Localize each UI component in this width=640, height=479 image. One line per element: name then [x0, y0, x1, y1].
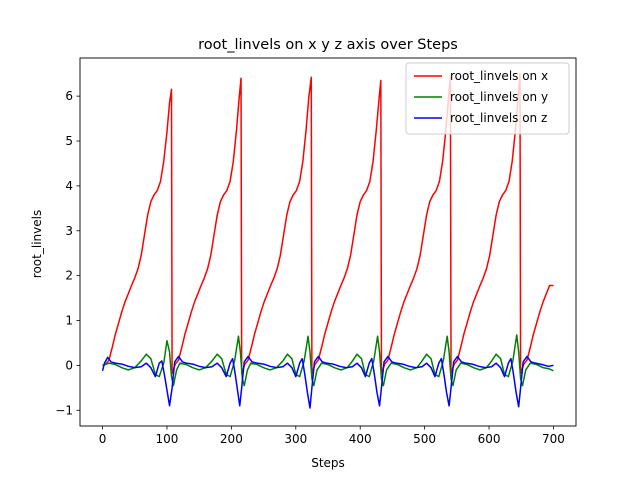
- legend: root_linvels on x root_linvels on y root_l…: [405, 62, 570, 135]
- y-tick-label: 1: [65, 314, 73, 328]
- legend-label-3: root_linvels on z: [450, 111, 547, 125]
- plot-area: [101, 72, 554, 409]
- y-tick-label: −1: [55, 403, 73, 417]
- x-tick-label: 200: [220, 432, 243, 446]
- legend-label-2: root_linvels on y: [450, 90, 548, 104]
- x-tick-label: 300: [284, 432, 307, 446]
- y-axis: −1 0 1 2 3 4 5 6: [55, 89, 80, 417]
- x-axis: 0 100 200 300 400 500 600 700: [99, 426, 565, 446]
- chart-title: root_linvels on x y z axis over Steps: [198, 37, 458, 53]
- x-tick-label: 100: [156, 432, 179, 446]
- series-line-3: [101, 355, 554, 409]
- y-tick-label: 4: [65, 179, 73, 193]
- x-tick-label: 600: [478, 432, 501, 446]
- legend-label-1: root_linvels on x: [450, 69, 548, 83]
- x-tick-label: 500: [413, 432, 436, 446]
- y-tick-label: 3: [65, 224, 73, 238]
- series-line-1: [102, 72, 554, 375]
- x-tick-label: 0: [99, 432, 107, 446]
- x-tick-label: 700: [542, 432, 565, 446]
- y-tick-label: 6: [65, 89, 73, 103]
- y-tick-label: 0: [65, 358, 73, 372]
- x-axis-label: Steps: [311, 456, 345, 470]
- series-line-2: [102, 334, 554, 387]
- y-axis-label: root_linvels: [30, 210, 44, 278]
- legend-box: [405, 62, 570, 135]
- y-tick-label: 2: [65, 269, 73, 283]
- x-tick-label: 400: [349, 432, 372, 446]
- y-tick-label: 5: [65, 134, 73, 148]
- plot-frame: [79, 57, 577, 427]
